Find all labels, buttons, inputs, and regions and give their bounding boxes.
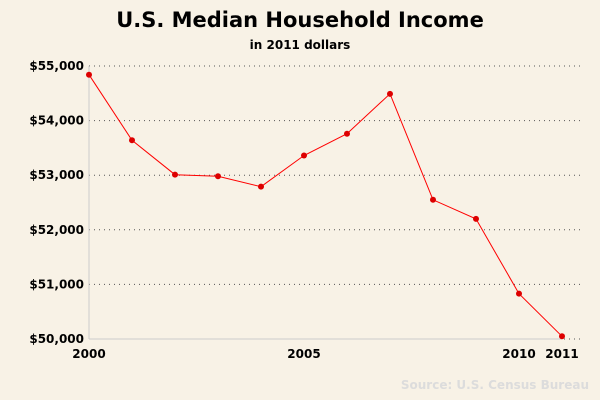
y-tick-label: $50,000: [29, 332, 84, 346]
series-line: [88, 74, 563, 337]
data-point: [559, 333, 565, 340]
axes: [88, 66, 562, 340]
data-point: [387, 90, 393, 97]
x-tick-label: 2010: [502, 347, 535, 361]
x-tick-label: 2005: [287, 347, 320, 361]
data-point: [129, 137, 135, 144]
x-tick-label: 2000: [72, 347, 105, 361]
data-point: [258, 183, 264, 190]
x-tick-label: 2011: [545, 347, 578, 361]
data-point: [172, 171, 178, 178]
y-tick-label: $52,000: [29, 223, 84, 237]
y-tick-labels: $50,000 $51,000 $52,000 $53,000 $54,000 $55,0…: [29, 59, 84, 346]
data-points: [86, 71, 565, 340]
data-point: [215, 173, 221, 180]
y-tick-label: $54,000: [29, 114, 84, 128]
y-tick-label: $53,000: [29, 168, 84, 182]
y-tick-label: $55,000: [29, 59, 84, 73]
data-point: [430, 196, 436, 203]
data-point: [473, 215, 479, 222]
data-point: [86, 71, 92, 78]
x-tick-labels: 2000 2005 2010 2011: [72, 347, 578, 361]
chart-title: U.S. Median Household Income: [116, 8, 484, 32]
source-note: Source: U.S. Census Bureau: [401, 378, 589, 392]
chart-subtitle: in 2011 dollars: [250, 38, 351, 52]
y-tick-label: $51,000: [29, 277, 84, 291]
series-polyline: [88, 74, 563, 337]
data-point: [516, 290, 522, 297]
data-point: [301, 152, 307, 159]
data-point: [344, 130, 350, 137]
